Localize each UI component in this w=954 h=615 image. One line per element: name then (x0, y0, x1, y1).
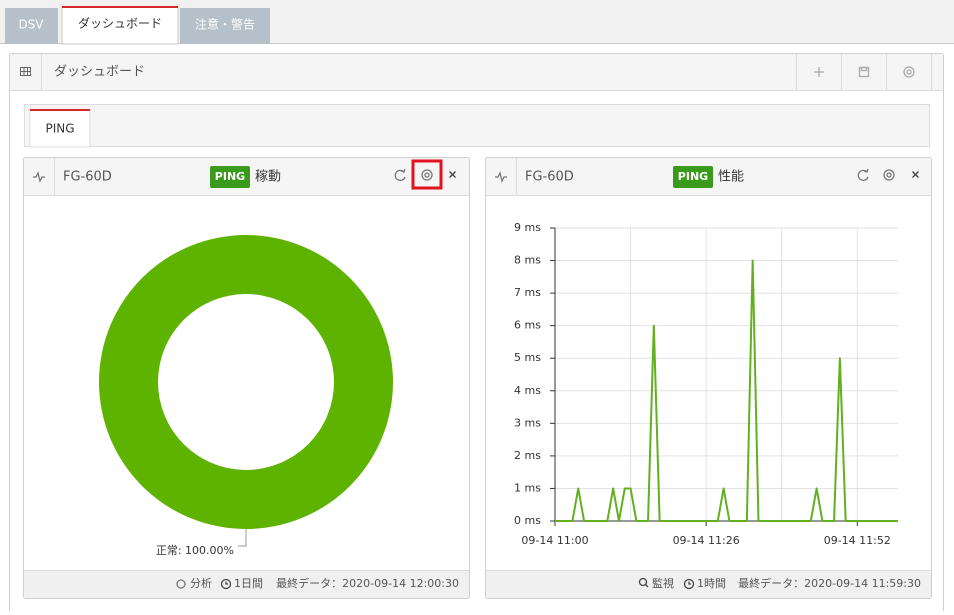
close-button[interactable] (449, 171, 456, 178)
tab[interactable] (180, 8, 270, 44)
clock-icon (683, 578, 695, 590)
widget-footer (24, 570, 469, 598)
y-tick-label: 7 ms (514, 286, 541, 299)
subtab-active[interactable] (29, 109, 91, 148)
close-button[interactable] (912, 171, 919, 178)
y-tick-label: 5 ms (514, 351, 541, 364)
footer-text[interactable]: 分析 (190, 576, 212, 590)
y-tick-label: 0 ms (514, 514, 541, 527)
y-tick-label: 8 ms (514, 254, 541, 267)
badge-text: PING (678, 170, 708, 183)
tab[interactable] (5, 8, 58, 44)
settings-button[interactable] (883, 169, 895, 181)
widget-label: 稼動 (255, 170, 281, 185)
badge (210, 166, 250, 188)
pulse-icon (33, 171, 45, 183)
line-chart: 0 ms 1 ms 2 ms 3 ms 4 ms 5 ms 6 ms 7 ms 8 ms 9 ms… (514, 221, 898, 547)
label-leader (238, 529, 247, 547)
widget (23, 157, 470, 599)
tab-label[interactable]: ダッシュボード (78, 16, 162, 31)
search-icon (638, 577, 649, 588)
panel-title: ダッシュボード (54, 65, 145, 80)
x-tick-label: 09-14 11:52 (824, 534, 891, 547)
footer-text: 最終データ：2020-09-14 12:00:30 (276, 576, 459, 590)
line-series (555, 259, 898, 522)
y-tick-label: 4 ms (514, 384, 541, 397)
badge (673, 166, 713, 188)
widget-title: FG-60D (63, 170, 112, 185)
refresh-button[interactable] (857, 168, 869, 181)
footer-text: 最終データ：2020-09-14 11:59:30 (738, 576, 921, 590)
refresh-button[interactable] (394, 168, 406, 181)
y-tick-label: 2 ms (514, 449, 541, 462)
highlight-box (411, 159, 443, 190)
y-tick-label: 1 ms (514, 481, 541, 494)
donut-chart: 正常: 100.00% (99, 235, 393, 557)
footer-text[interactable]: 監視 (652, 576, 674, 590)
widget-label: 性能 (718, 170, 744, 185)
tab-label[interactable]: 注意・警告 (195, 17, 255, 32)
y-tick-label: 9 ms (514, 221, 541, 234)
settings-button[interactable] (903, 66, 915, 78)
value-label: 正常: 100.00% (156, 544, 234, 557)
toolbar (796, 54, 932, 90)
donut-segment (99, 235, 393, 529)
analyze-icon (176, 579, 186, 589)
clock-icon (220, 578, 232, 590)
subtab-marker (30, 109, 90, 111)
x-tick-label: 09-14 11:26 (673, 534, 740, 547)
settings-button[interactable] (421, 169, 433, 181)
pulse-icon (495, 171, 507, 183)
widget (485, 157, 932, 599)
save-button[interactable] (858, 66, 870, 78)
badge-text: PING (215, 170, 245, 183)
tab-active[interactable] (61, 6, 179, 45)
tab-active-marker (62, 6, 178, 8)
add-button[interactable] (814, 67, 824, 77)
subtab-label[interactable]: PING (45, 122, 74, 136)
widget-footer (486, 570, 931, 598)
widget-title: FG-60D (525, 170, 574, 185)
y-tick-label: 6 ms (514, 319, 541, 332)
panel-header (10, 54, 943, 90)
grid-icon (20, 67, 31, 76)
y-tick-label: 3 ms (514, 416, 541, 429)
x-tick-label: 09-14 11:00 (521, 534, 588, 547)
footer-text[interactable]: 1日間 (234, 577, 263, 590)
tab-label[interactable]: DSV (18, 18, 44, 32)
subtab-bar (24, 104, 930, 147)
footer-text[interactable]: 1時間 (697, 577, 726, 590)
